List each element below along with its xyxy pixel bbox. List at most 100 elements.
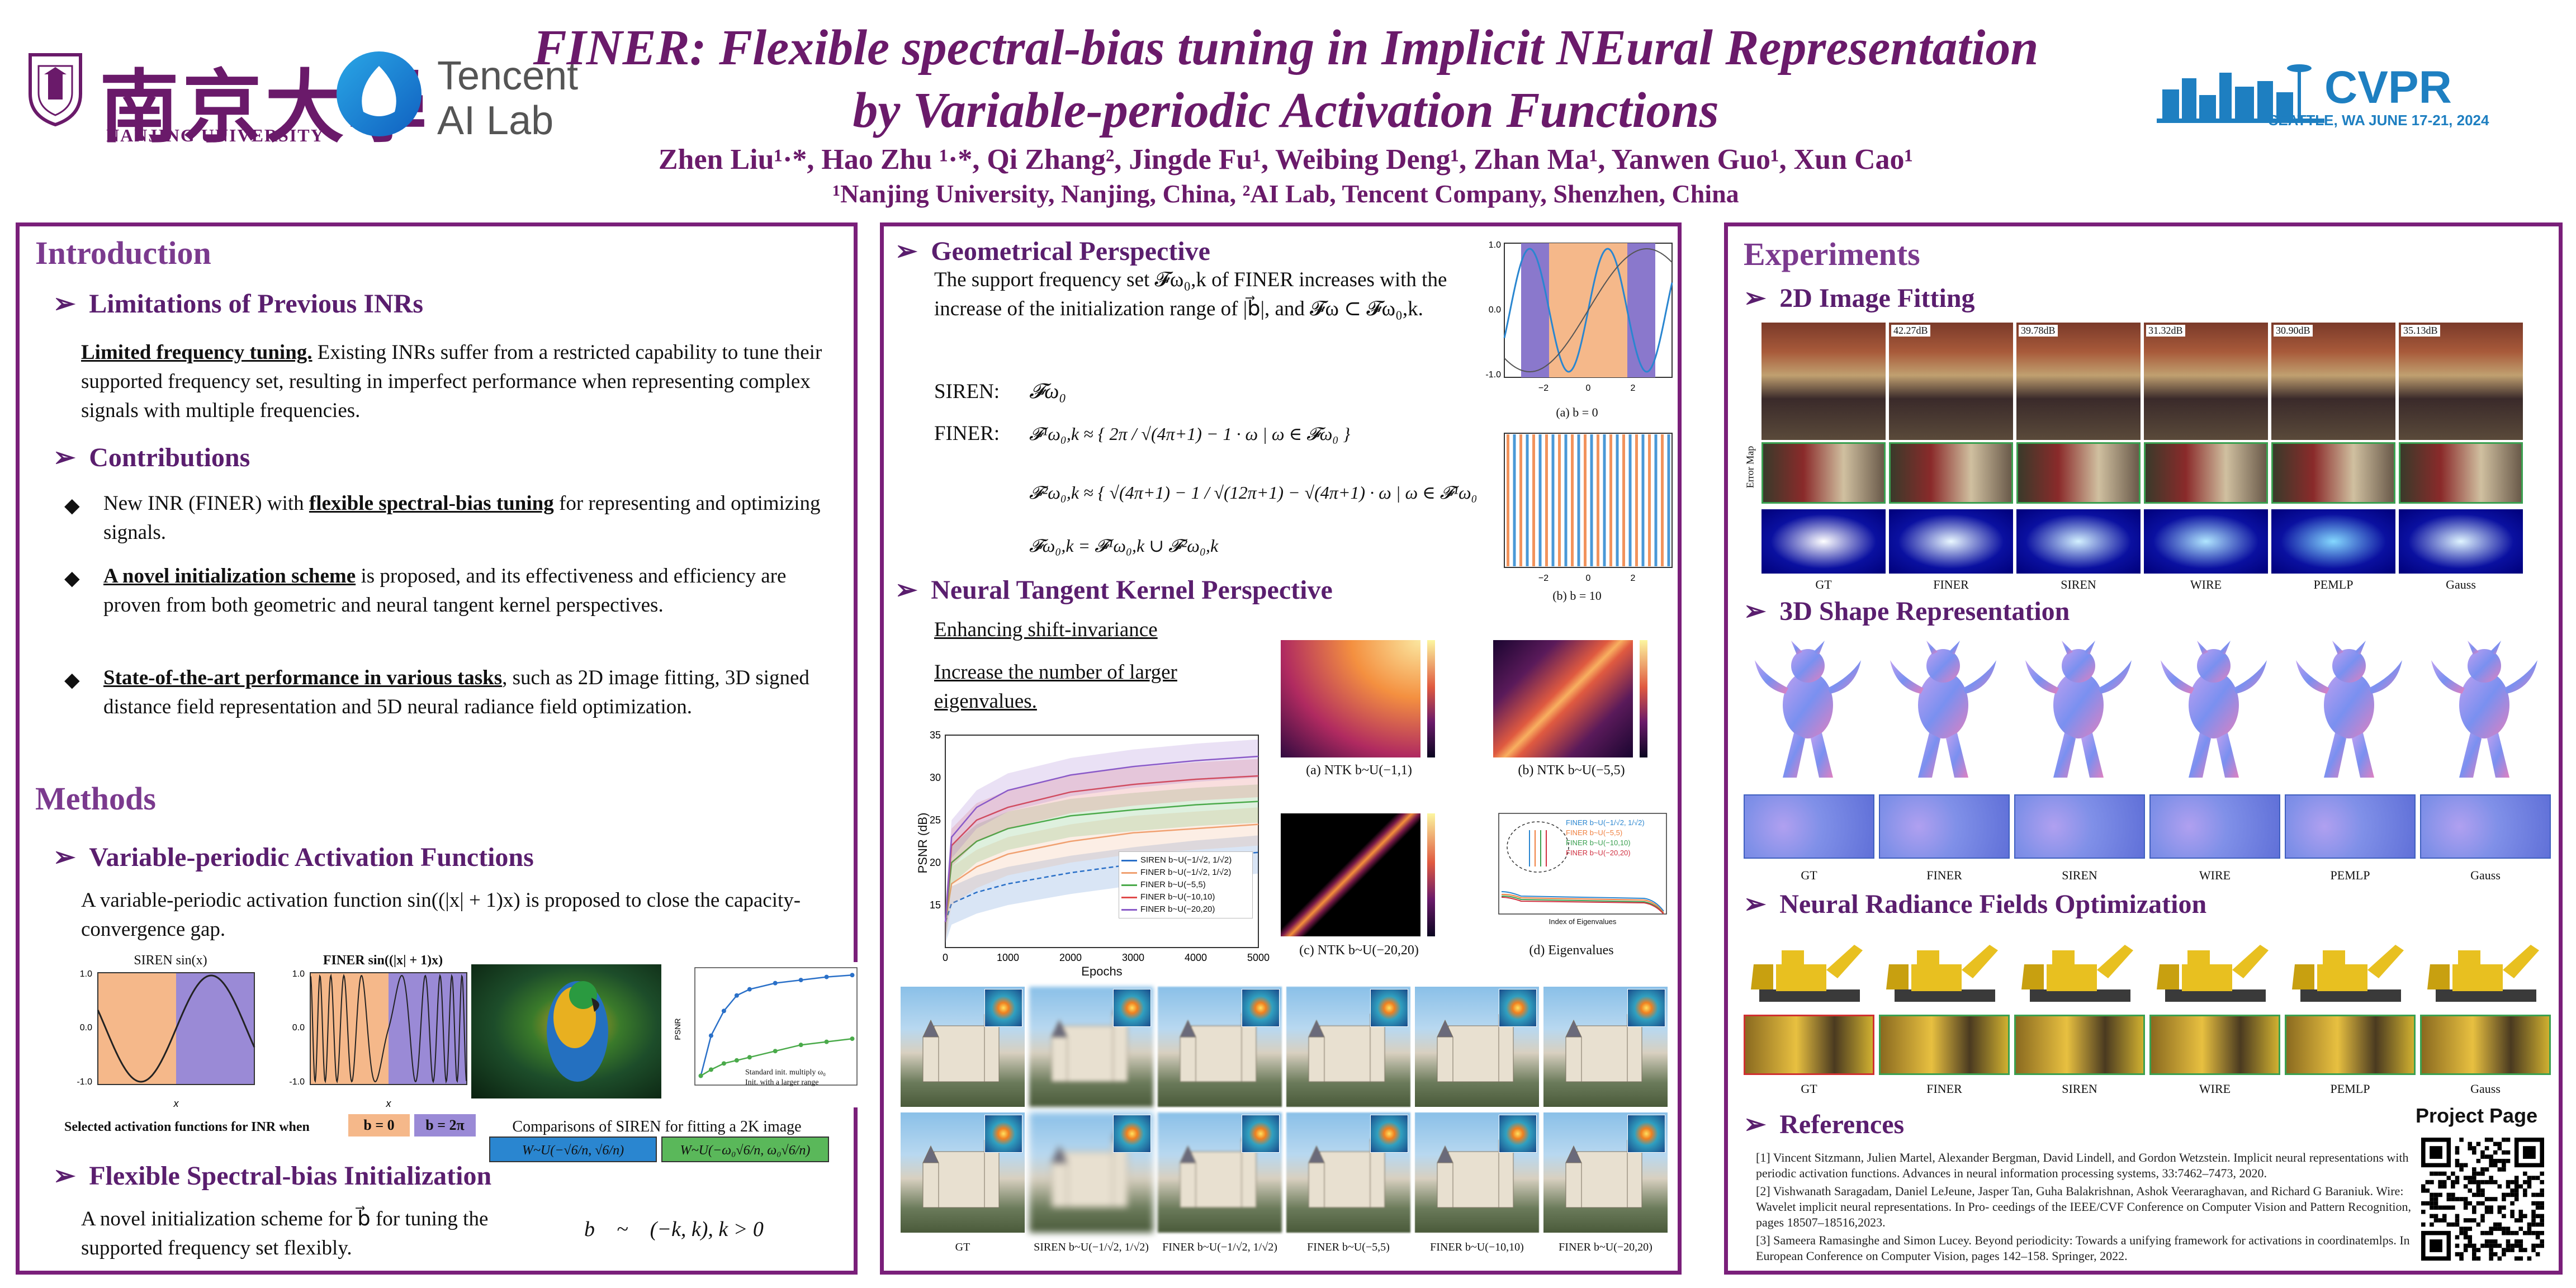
qr-module: [2430, 1197, 2434, 1201]
svg-text:2: 2: [1631, 383, 1636, 393]
qr-module: [2497, 1184, 2502, 1189]
qr-module: [2502, 1230, 2506, 1235]
qr-module: [2484, 1197, 2489, 1201]
nju-emblem-icon: [29, 53, 82, 127]
subsection-2d: ➢ 2D Image Fitting: [1744, 283, 1975, 313]
ntk-caption-b: (b) NTK b~U(−5,5): [1518, 763, 1625, 778]
qr-module: [2506, 1184, 2511, 1189]
ntk-colorbar-b-icon: [1640, 640, 1647, 757]
qr-module: [2438, 1218, 2442, 1223]
qr-module: [2506, 1138, 2511, 1142]
qr-module: [2433, 1201, 2438, 1206]
shape-grid: [1744, 638, 2554, 861]
geo-b10-band: [1661, 434, 1664, 566]
poster-header: 南京大學 NANJING UNIVERSITY Tencent AI Lab F…: [0, 0, 2576, 218]
section-experiments: Experiments: [1744, 236, 1920, 272]
shape-label: GT: [1801, 868, 1817, 882]
qr-module: [2493, 1252, 2498, 1257]
psnr-legend: SIREN b~U(−1/√2, 1/√2) FINER b~U(−1/√2, 1…: [1119, 851, 1253, 918]
qr-module: [2502, 1227, 2506, 1231]
qr-module: [2489, 1252, 2493, 1257]
street-image: [2271, 323, 2395, 440]
nerf-labels: GT FINER SIREN WIRE PEMLP Gauss: [1744, 1082, 2554, 1098]
qr-module: [2489, 1138, 2493, 1142]
qr-module: [2421, 1209, 2426, 1214]
qr-module: [2463, 1197, 2468, 1201]
qr-module: [2489, 1154, 2493, 1159]
shape-zoom-crop: [2149, 794, 2280, 859]
psnr-x-tick: 0: [943, 952, 948, 963]
limitations-text: Limited frequency tuning. Existing INRs …: [81, 338, 853, 425]
qr-module: [2438, 1171, 2442, 1176]
shape-label: Gauss: [2470, 868, 2501, 882]
siren-sine-chart: 1.0 0.0 -1.0 x: [77, 970, 255, 1109]
subsection-geometrical: ➢ Geometrical Perspective: [895, 236, 1210, 266]
image-fitting-label: SIREN: [2061, 577, 2096, 591]
qr-module: [2493, 1239, 2498, 1244]
qr-module: [2442, 1180, 2447, 1185]
qr-module: [2463, 1235, 2468, 1240]
qr-module: [2497, 1167, 2502, 1172]
qr-module: [2514, 1243, 2519, 1248]
qr-module: [2527, 1227, 2532, 1231]
qr-module: [2514, 1188, 2519, 1193]
qr-module: [2455, 1176, 2460, 1180]
qr-module: [2518, 1184, 2523, 1189]
error-map-image: [2399, 509, 2523, 574]
zoom-crop: [2016, 442, 2141, 504]
qr-module: [2455, 1235, 2460, 1240]
qr-module: [2514, 1218, 2519, 1223]
contribution-1: New INR (FINER) with flexible spectral-b…: [103, 489, 847, 547]
ntk-heading: Neural Tangent Kernel Perspective: [931, 575, 1333, 605]
psnr-y-tick: 15: [930, 899, 941, 911]
shape3d-heading: 3D Shape Representation: [1779, 596, 2070, 626]
qr-module: [2535, 1176, 2540, 1180]
qr-module: [2468, 1180, 2473, 1185]
error-map-label: Error Map: [1744, 446, 1756, 489]
psnr-tag: 39.78dB: [2019, 325, 2058, 337]
poster-title: FINER: Flexible spectral-bias tuning in …: [503, 17, 2068, 142]
contribution-3: State-of-the-art performance in various …: [103, 664, 847, 722]
shape-labels: GT FINER SIREN WIRE PEMLP Gauss: [1744, 868, 2554, 885]
qr-module: [2421, 1201, 2426, 1206]
qr-module: [2476, 1158, 2481, 1163]
lego-bulldozer-icon: [2157, 945, 2269, 1002]
qr-module: [2455, 1218, 2460, 1223]
qr-module: [2510, 1214, 2515, 1219]
qr-module: [2463, 1205, 2468, 1210]
qr-module: [2540, 1180, 2544, 1185]
qr-module: [2510, 1192, 2515, 1197]
parrot-silhouette-icon: [547, 981, 608, 1082]
qr-module: [2472, 1252, 2476, 1257]
eig-legend: FINER b~U(−1/√2, 1/√2) FINER b~U(−5,5) F…: [1566, 818, 1661, 858]
qr-module: [2480, 1154, 2485, 1159]
armadillo-shape-icon: [2161, 641, 2267, 778]
psnr-x-tick: 2000: [1059, 952, 1082, 963]
tencent-wordmark: Tencent AI Lab: [437, 54, 578, 143]
qr-module: [2510, 1188, 2515, 1193]
svg-text:x: x: [173, 1098, 179, 1109]
fsbi-heading: Flexible Spectral-bias Initialization: [89, 1161, 492, 1191]
geo-b10-band: [1526, 434, 1529, 566]
svg-text:x: x: [386, 1098, 392, 1109]
nerf-zoom-crop: [2014, 1015, 2145, 1075]
section-methods: Methods: [35, 780, 156, 817]
qr-module: [2489, 1163, 2493, 1168]
geo-b10-band: [1616, 434, 1619, 566]
qr-module: [2531, 1214, 2536, 1219]
qr-module: [2476, 1222, 2481, 1227]
qr-module: [2489, 1176, 2493, 1180]
project-qr-code-icon[interactable]: [2421, 1138, 2544, 1261]
qr-module: [2430, 1180, 2434, 1185]
qr-module: [2425, 1180, 2430, 1185]
omega-legend-2: Init. with a larger range: [745, 1078, 819, 1087]
qr-module: [2480, 1180, 2485, 1185]
qr-module: [2480, 1218, 2485, 1223]
image-fitting-labels: GT FINER SIREN WIRE PEMLP Gauss: [1761, 577, 2555, 594]
qr-module: [2489, 1158, 2493, 1163]
qr-module: [2518, 1227, 2523, 1231]
qr-module: [2468, 1176, 2473, 1180]
castle-label: FINER b~U(−20,20): [1559, 1241, 1652, 1253]
qr-module: [2489, 1230, 2493, 1235]
castle-label: GT: [955, 1241, 970, 1253]
